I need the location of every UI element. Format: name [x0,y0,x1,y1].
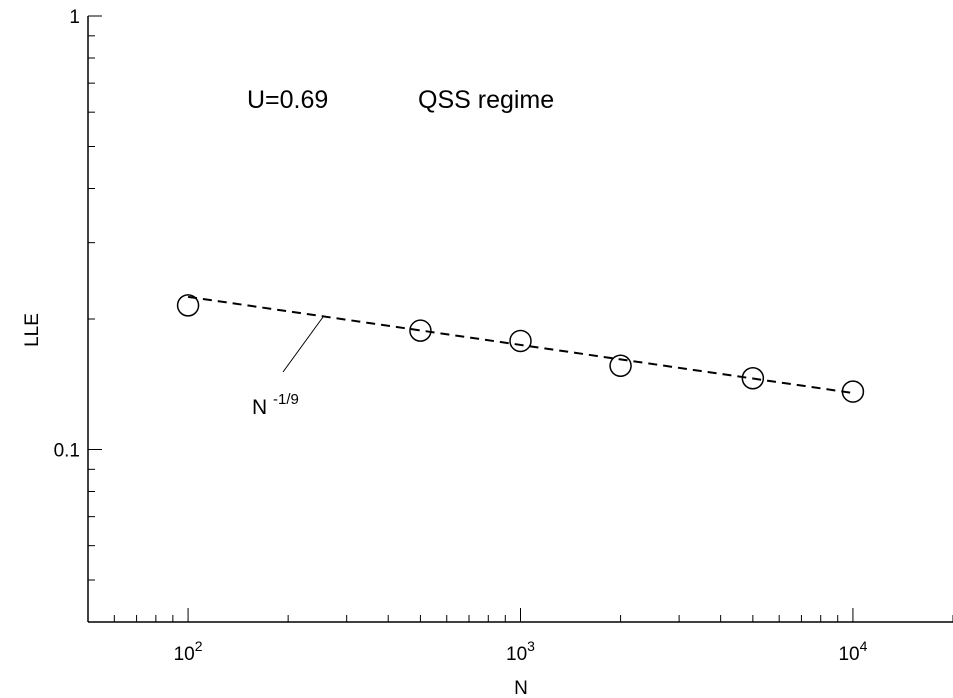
x-axis-label: N [514,678,528,698]
x-tick-label-base: 10 [174,644,195,665]
y-axis-label: LLE [22,313,43,347]
fit-label-leader [282,316,324,373]
fit-label-base: N [252,396,267,419]
data-point [841,380,865,403]
y-tick-label: 0.1 [54,440,80,461]
data-point [741,366,765,390]
x-tick-label-exponent: 3 [527,638,535,654]
x-tick-label-exponent: 2 [195,638,203,654]
fit-label-exponent: -1/9 [273,391,299,408]
regime-annotation: QSS regime [418,86,554,114]
x-tick-labels: 102 103 104 [174,638,868,665]
data-points [176,294,865,403]
data-point [609,354,632,378]
x-tick-label: 102 [174,638,203,665]
x-tick-label: 103 [506,638,535,665]
x-tick-label-exponent: 4 [860,638,868,654]
x-tick-label-base: 10 [506,644,527,665]
params-annotation: U=0.69 [247,86,328,114]
data-point [509,329,532,353]
x-tick-label-base: 10 [838,644,859,665]
data-point [409,319,432,342]
fit-line [187,295,854,394]
y-tick-label: 1 [69,7,80,28]
fit-label: N -1/9 [252,391,299,419]
major-ticks [88,15,854,622]
data-point [176,294,200,317]
minor-ticks [87,35,953,623]
x-tick-label: 104 [838,638,867,665]
y-tick-labels: 0.11 [54,7,80,461]
